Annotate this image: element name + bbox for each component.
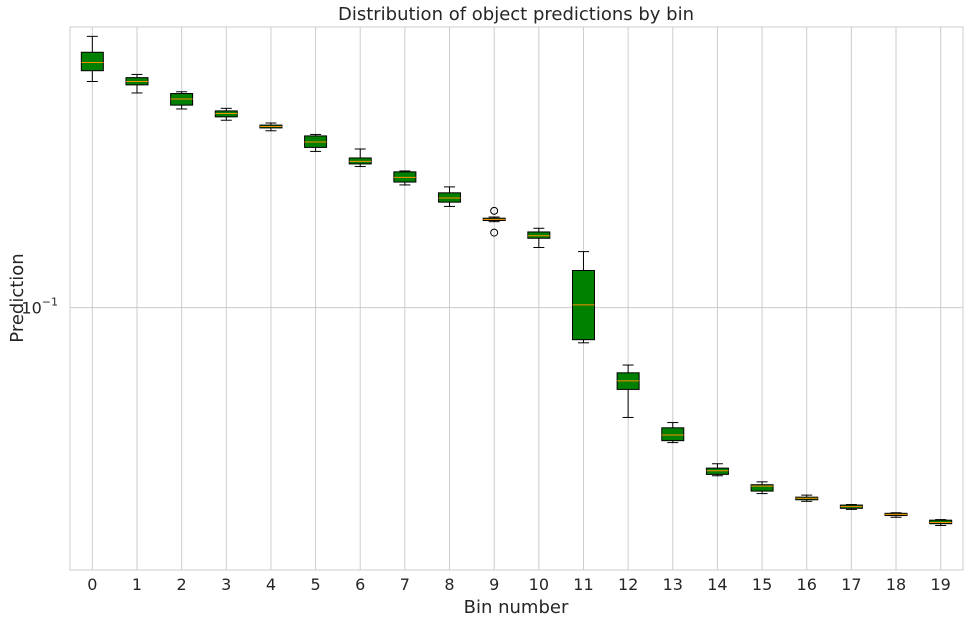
box-6: [348, 148, 372, 168]
box-12: [616, 364, 640, 418]
box-8: [438, 186, 462, 207]
box-13: [661, 422, 685, 444]
x-tick-label: 16: [797, 575, 817, 594]
x-tick-label: 5: [310, 575, 320, 594]
x-tick-label: 19: [930, 575, 950, 594]
x-tick-label: 7: [400, 575, 410, 594]
box-2: [170, 91, 194, 110]
x-tick-label: 3: [221, 575, 231, 594]
boxes-layer: [80, 35, 953, 526]
iqr-box: [750, 484, 774, 492]
iqr-box: [527, 231, 551, 239]
x-tick-label: 8: [444, 575, 454, 594]
x-tick-label: 14: [707, 575, 727, 594]
box-19: [929, 519, 953, 526]
box-15: [750, 481, 774, 495]
outlier-point: [490, 228, 499, 237]
x-tick-label: 0: [87, 575, 97, 594]
plot-frame: [69, 26, 964, 571]
box-1: [125, 73, 149, 94]
box-14: [705, 463, 729, 477]
x-tick-label: 13: [663, 575, 683, 594]
x-tick-label: 12: [618, 575, 638, 594]
box-9: [482, 206, 506, 237]
box-7: [393, 170, 417, 186]
outlier-point: [490, 206, 499, 215]
x-tick-label: 4: [266, 575, 276, 594]
y-axis-label: Prediction: [7, 253, 28, 342]
x-tick-label: 6: [355, 575, 365, 594]
x-axis-label: Bin number: [464, 597, 569, 618]
x-tick-label: 1: [132, 575, 142, 594]
x-tick-labels: 0 1 2 3 4 5 6 7 8 9 10 11 12 13 14 15 16 17 18 19: [87, 575, 951, 594]
box-17: [839, 504, 863, 510]
box-11: [571, 251, 595, 344]
iqr-box: [929, 519, 953, 525]
x-tick-label: 18: [886, 575, 906, 594]
iqr-box: [80, 51, 104, 72]
x-tick-label: 9: [489, 575, 499, 594]
x-tick-label: 11: [573, 575, 593, 594]
x-tick-label: 15: [752, 575, 772, 594]
box-0: [80, 35, 104, 83]
box-16: [795, 494, 819, 502]
grid-layer: [70, 27, 963, 570]
y-tick-label: 10−1: [21, 296, 58, 318]
x-tick-label: 2: [177, 575, 187, 594]
iqr-box: [661, 427, 685, 442]
box-3: [214, 107, 238, 121]
x-tick-label: 17: [841, 575, 861, 594]
chart-title: Distribution of object predictions by bi…: [338, 4, 694, 25]
box-10: [527, 227, 551, 249]
box-18: [884, 512, 908, 518]
box-4: [259, 122, 283, 132]
box-5: [304, 133, 328, 152]
y-tick-labels: 10−1: [21, 296, 58, 318]
x-tick-label: 10: [529, 575, 549, 594]
